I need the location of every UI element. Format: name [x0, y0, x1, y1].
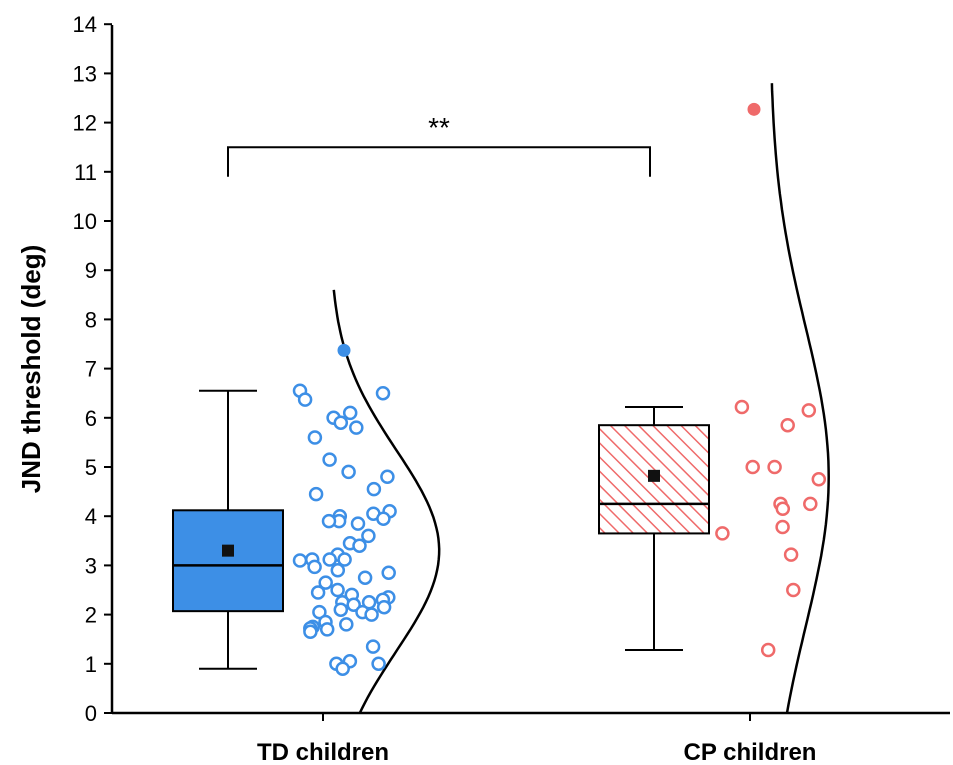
data-point [307, 430, 323, 445]
data-point [318, 575, 333, 590]
data-point [350, 516, 366, 531]
mean-marker [648, 469, 660, 482]
data-point [321, 513, 337, 529]
x-tick-label: CP children [684, 739, 817, 765]
y-tick-label: 0 [85, 701, 97, 726]
data-point [339, 617, 354, 632]
mean-marker [222, 544, 234, 557]
data-point [760, 642, 776, 658]
data-point [783, 547, 799, 562]
data-point [333, 602, 349, 617]
data-point [292, 553, 308, 568]
data-point [330, 582, 345, 598]
data-point [375, 385, 391, 401]
data-point [330, 563, 346, 578]
y-tick-label: 4 [85, 504, 97, 529]
data-point [341, 464, 356, 480]
y-tick-label: 6 [85, 406, 97, 431]
data-point [310, 585, 326, 600]
data-point [357, 570, 373, 585]
data-point [767, 459, 782, 475]
data-point [786, 582, 801, 598]
y-tick-label: 12 [73, 111, 97, 136]
data-point [376, 511, 391, 526]
data-point [803, 496, 818, 512]
outlier-point [337, 343, 351, 357]
data-point [811, 472, 827, 487]
data-point [307, 559, 322, 575]
data-point [297, 392, 313, 407]
data-point [780, 417, 795, 433]
x-ticks: TD children CP children [257, 713, 816, 765]
data-point [352, 538, 367, 553]
data-point [333, 415, 349, 430]
data-point [322, 552, 337, 567]
data-point [342, 405, 358, 421]
significance-bracket: ** [227, 112, 651, 177]
group-td [172, 289, 441, 714]
outlier-point [747, 102, 761, 116]
significance-label: ** [428, 112, 450, 143]
data-point [335, 661, 350, 676]
data-point [308, 486, 324, 502]
data-point [364, 607, 379, 622]
data-point [715, 526, 730, 541]
y-tick-label: 9 [85, 258, 97, 283]
data-point [322, 452, 337, 467]
y-tick-label: 5 [85, 455, 97, 480]
data-point [366, 481, 382, 497]
data-point [745, 459, 760, 475]
data-point [801, 403, 817, 418]
y-tick-label: 11 [74, 160, 97, 185]
y-tick-label: 10 [73, 209, 97, 234]
group-cp [598, 83, 830, 714]
data-point [337, 552, 352, 567]
x-tick-label: TD children [257, 739, 389, 765]
data-point [775, 519, 790, 535]
data-point [376, 599, 392, 615]
density-curve [332, 289, 441, 714]
y-axis-label: JND threshold (deg) [16, 245, 46, 493]
y-tick-label: 1 [85, 652, 97, 677]
data-point [349, 420, 364, 435]
data-point [365, 639, 381, 654]
data-point [361, 528, 376, 544]
data-point [775, 501, 791, 517]
data-point [380, 469, 395, 485]
data-point [734, 399, 750, 415]
y-tick-label: 13 [73, 61, 97, 86]
y-tick-label: 3 [85, 553, 97, 578]
data-point [319, 622, 335, 637]
groups [172, 83, 830, 714]
data-point [303, 624, 318, 640]
y-tick-label: 7 [85, 357, 97, 382]
y-tick-label: 14 [73, 12, 97, 37]
y-tick-label: 2 [85, 603, 97, 628]
box [172, 509, 284, 613]
y-tick-label: 8 [85, 307, 97, 332]
data-point [381, 565, 396, 581]
density-curve [770, 83, 830, 714]
data-point [371, 656, 386, 672]
significance-bracket-line [227, 146, 651, 177]
